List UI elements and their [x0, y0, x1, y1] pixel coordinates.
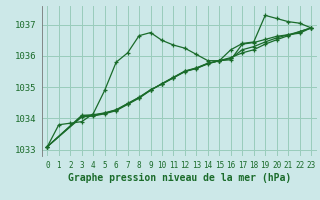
- X-axis label: Graphe pression niveau de la mer (hPa): Graphe pression niveau de la mer (hPa): [68, 173, 291, 183]
